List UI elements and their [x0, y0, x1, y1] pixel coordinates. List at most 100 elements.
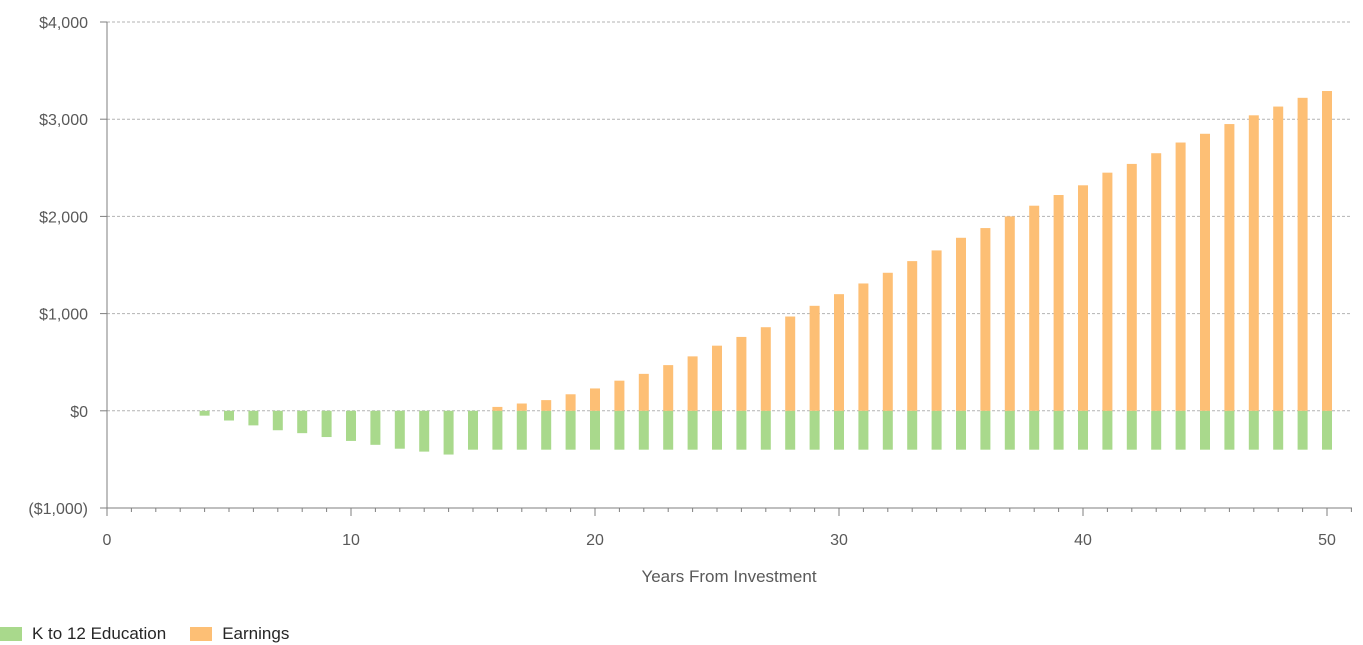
bar-k12 — [541, 410, 552, 450]
bar-k12 — [199, 410, 210, 416]
bar-earnings — [1273, 106, 1284, 411]
bar-earnings — [1053, 195, 1064, 411]
bar-k12 — [663, 410, 674, 450]
bar-k12 — [614, 410, 625, 450]
bar-k12 — [858, 410, 869, 450]
bar-earnings — [663, 365, 674, 411]
bar-earnings — [1126, 163, 1137, 411]
bar-k12 — [638, 410, 649, 450]
bar-k12 — [712, 410, 722, 450]
bar-k12 — [1029, 410, 1040, 450]
x-tick-label: 50 — [1318, 532, 1336, 549]
x-tick-labels: 0 10 20 30 40 50 — [103, 532, 1336, 549]
bar-earnings — [907, 261, 918, 411]
bar-earnings — [980, 228, 991, 411]
bar-k12 — [687, 410, 698, 450]
y-tick-label: $0 — [70, 404, 88, 421]
bar-k12 — [297, 410, 308, 434]
x-tick-label: 0 — [103, 532, 112, 549]
bar-earnings — [565, 394, 576, 411]
bar-k12 — [1248, 410, 1259, 450]
y-tick-labels: ($1,000) $0 $1,000 $2,000 $3,000 $4,000 — [28, 15, 88, 518]
legend-label-earnings: Earnings — [222, 624, 290, 643]
bar-earnings — [1004, 216, 1015, 411]
bar-k12 — [248, 410, 259, 426]
bar-k12 — [492, 410, 503, 450]
bar-k12 — [1004, 410, 1015, 450]
bar-earnings — [1322, 91, 1332, 411]
bar-k12 — [760, 410, 771, 450]
y-tick-label: $3,000 — [39, 112, 88, 129]
legend-item-k12: K to 12 Education — [0, 624, 166, 644]
bar-earnings — [492, 406, 503, 411]
bar-k12 — [1151, 410, 1162, 450]
bar-earnings — [614, 380, 625, 411]
bar-earnings — [760, 327, 771, 411]
bar-k12 — [321, 410, 332, 438]
bar-earnings — [638, 373, 649, 411]
legend-label-k12: K to 12 Education — [32, 624, 167, 643]
y-tick-label: $4,000 — [39, 15, 88, 32]
bar-earnings — [541, 400, 552, 411]
bar-k12 — [882, 410, 893, 450]
bar-k12 — [272, 410, 283, 431]
bar-k12 — [443, 410, 454, 455]
bar-earnings — [687, 356, 698, 411]
x-tick-label: 20 — [586, 532, 604, 549]
bar-k12 — [1273, 410, 1284, 450]
bar-k12 — [394, 410, 405, 449]
bar-k12 — [1175, 410, 1186, 450]
bar-earnings — [1078, 185, 1088, 411]
x-tick-label: 10 — [342, 532, 360, 549]
bar-earnings — [712, 345, 722, 411]
x-axis-title: Years From Investment — [641, 567, 816, 586]
bar-earnings — [1297, 97, 1308, 411]
bar-earnings — [1151, 153, 1162, 411]
bar-k12 — [516, 410, 527, 450]
bar-earnings — [858, 283, 869, 411]
bar-earnings — [1175, 142, 1186, 411]
bar-k12 — [1322, 410, 1332, 450]
legend: K to 12 Education Earnings — [0, 623, 313, 645]
legend-item-earnings: Earnings — [190, 624, 289, 644]
bar-earnings — [785, 316, 796, 411]
bar-k12 — [956, 410, 966, 450]
bar-k12 — [980, 410, 991, 450]
bars-group — [199, 91, 1332, 455]
bar-k12 — [419, 410, 430, 452]
bar-k12 — [931, 410, 942, 450]
bar-k12 — [1078, 410, 1088, 450]
bar-k12 — [907, 410, 918, 450]
bar-earnings — [931, 250, 942, 411]
bar-k12 — [346, 410, 356, 441]
bar-earnings — [882, 272, 893, 411]
bar-earnings — [1029, 205, 1040, 411]
gridlines — [100, 21, 1352, 509]
bar-k12 — [370, 410, 381, 445]
x-tick-label: 40 — [1074, 532, 1092, 549]
bar-k12 — [1102, 410, 1113, 450]
bar-earnings — [956, 237, 966, 411]
y-tick-label: ($1,000) — [28, 501, 88, 518]
bar-k12 — [1053, 410, 1064, 450]
chart-plot: ($1,000) $0 $1,000 $2,000 $3,000 $4,000 0 10 20… — [28, 15, 1352, 586]
bar-earnings — [590, 388, 600, 411]
bar-k12 — [736, 410, 747, 450]
bar-k12 — [1297, 410, 1308, 450]
bar-k12 — [1126, 410, 1137, 450]
bar-earnings — [834, 294, 844, 411]
bar-k12 — [785, 410, 796, 450]
bar-k12 — [1200, 410, 1210, 450]
bar-k12 — [565, 410, 576, 450]
y-tick-label: $2,000 — [39, 209, 88, 226]
bar-earnings — [1102, 172, 1113, 411]
bar-k12 — [590, 410, 600, 450]
bar-earnings — [1200, 133, 1210, 411]
bar-earnings — [1248, 115, 1259, 411]
bar-k12 — [224, 410, 234, 421]
bar-earnings — [1224, 124, 1235, 411]
bar-earnings — [809, 305, 820, 411]
y-tick-label: $1,000 — [39, 307, 88, 324]
bar-k12 — [834, 410, 844, 450]
legend-swatch-earnings — [190, 627, 213, 641]
